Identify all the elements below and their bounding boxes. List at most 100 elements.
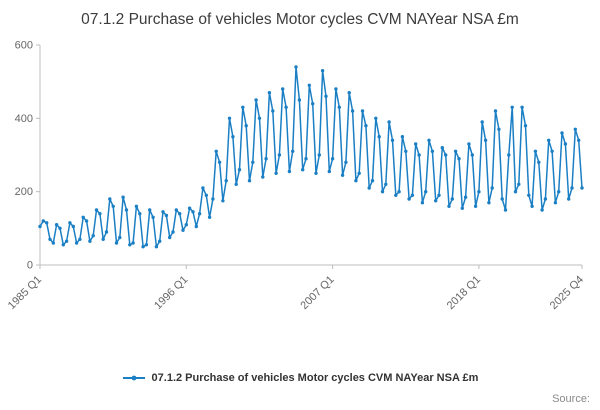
data-point-marker xyxy=(430,149,435,153)
data-point-marker xyxy=(517,182,521,186)
data-point-marker xyxy=(520,105,524,109)
data-point-marker xyxy=(227,116,232,120)
data-point-marker xyxy=(380,189,385,194)
data-point-marker xyxy=(530,204,534,208)
data-point-marker xyxy=(553,200,558,205)
data-point-marker xyxy=(550,149,554,153)
data-point-marker xyxy=(78,237,82,241)
data-point-marker xyxy=(360,109,365,113)
data-point-marker xyxy=(94,208,99,212)
data-point-marker xyxy=(477,189,481,194)
data-point-marker xyxy=(327,169,331,174)
data-point-marker xyxy=(171,230,175,234)
data-point-marker xyxy=(480,120,484,124)
data-point-marker xyxy=(151,215,155,219)
data-point-marker xyxy=(98,211,102,216)
data-point-marker xyxy=(231,134,235,139)
line-chart-svg: 0 200 400 600 1985 Q1 1996 Q1 2007 Q1 2018 Q1 20… xyxy=(6,39,586,312)
data-point-marker xyxy=(337,105,341,109)
data-point-marker xyxy=(560,131,564,135)
data-point-marker xyxy=(507,153,511,157)
data-point-marker xyxy=(414,142,418,146)
data-point-marker xyxy=(247,178,252,183)
data-point-marker xyxy=(211,197,215,201)
data-point-marker xyxy=(457,156,461,161)
data-point-marker xyxy=(434,199,438,203)
data-point-marker xyxy=(394,193,398,197)
data-point-marker xyxy=(187,206,192,210)
data-point-marker xyxy=(563,142,568,146)
data-point-marker xyxy=(400,134,405,139)
data-point-marker xyxy=(254,98,258,102)
data-point-marker xyxy=(287,169,292,174)
data-point-marker xyxy=(114,241,119,245)
data-point-marker xyxy=(334,87,338,91)
data-point-marker xyxy=(291,149,295,153)
data-point-marker xyxy=(580,186,584,190)
data-point-marker xyxy=(357,171,361,175)
data-point-marker xyxy=(543,197,548,201)
data-point-marker xyxy=(161,210,165,214)
data-point-marker xyxy=(453,149,458,153)
data-point-marker xyxy=(577,138,581,142)
data-point-marker xyxy=(567,197,571,201)
data-point-marker xyxy=(61,243,65,247)
data-point-marker xyxy=(68,221,72,225)
data-point-marker xyxy=(294,65,298,69)
data-series-line xyxy=(39,66,583,248)
data-point-marker xyxy=(344,160,348,164)
data-point-marker xyxy=(124,208,129,212)
data-point-marker xyxy=(483,138,488,142)
data-point-marker xyxy=(264,156,268,161)
data-point-marker xyxy=(377,134,381,139)
data-point-marker xyxy=(144,243,149,247)
data-point-marker xyxy=(118,235,122,240)
data-point-marker xyxy=(527,193,531,197)
data-point-marker xyxy=(407,197,411,201)
data-point-marker xyxy=(404,149,408,153)
data-point-marker xyxy=(194,224,198,229)
data-point-marker xyxy=(540,208,544,212)
data-point-marker xyxy=(467,142,471,146)
legend-item[interactable]: 07.1.2 Purchase of vehicles Motor cycles… xyxy=(0,372,600,384)
data-point-marker xyxy=(191,210,195,214)
data-point-marker xyxy=(324,94,328,98)
data-point-marker xyxy=(274,171,278,175)
data-point-marker xyxy=(54,222,59,227)
data-point-marker xyxy=(251,160,255,164)
data-point-marker xyxy=(440,145,444,150)
data-point-marker xyxy=(547,138,551,142)
y-tick-label: 0 xyxy=(27,259,33,271)
data-point-marker xyxy=(374,116,378,120)
data-point-marker xyxy=(38,224,42,229)
data-point-marker xyxy=(88,239,92,243)
data-point-marker xyxy=(128,243,132,247)
chart-title: 07.1.2 Purchase of vehicles Motor cycles… xyxy=(81,11,519,28)
data-point-marker xyxy=(473,204,478,208)
data-point-marker xyxy=(307,83,311,87)
data-point-marker xyxy=(111,204,115,208)
data-point-marker xyxy=(444,153,448,157)
data-point-marker xyxy=(267,90,272,95)
data-point-marker xyxy=(447,204,451,208)
data-point-marker xyxy=(41,219,45,223)
plot-area: 0 200 400 600 1985 Q1 1996 Q1 2007 Q1 2018 Q1 20… xyxy=(0,33,600,338)
data-point-marker xyxy=(257,116,262,120)
data-point-marker xyxy=(350,109,355,113)
data-point-marker xyxy=(91,233,95,238)
y-tick-label: 600 xyxy=(15,39,33,51)
data-point-marker xyxy=(314,171,318,175)
data-point-marker xyxy=(470,153,474,157)
x-tick-label: 2018 Q1 xyxy=(445,274,483,312)
data-point-marker xyxy=(108,197,112,201)
data-point-marker xyxy=(354,178,358,183)
data-point-marker xyxy=(417,153,421,157)
data-point-marker xyxy=(221,199,225,203)
data-point-marker xyxy=(154,244,159,249)
data-point-marker xyxy=(261,175,265,179)
data-point-marker xyxy=(101,237,105,241)
data-point-marker xyxy=(513,189,518,194)
y-tick-label: 400 xyxy=(15,113,33,125)
data-point-marker xyxy=(424,189,428,194)
data-point-marker xyxy=(184,222,188,227)
